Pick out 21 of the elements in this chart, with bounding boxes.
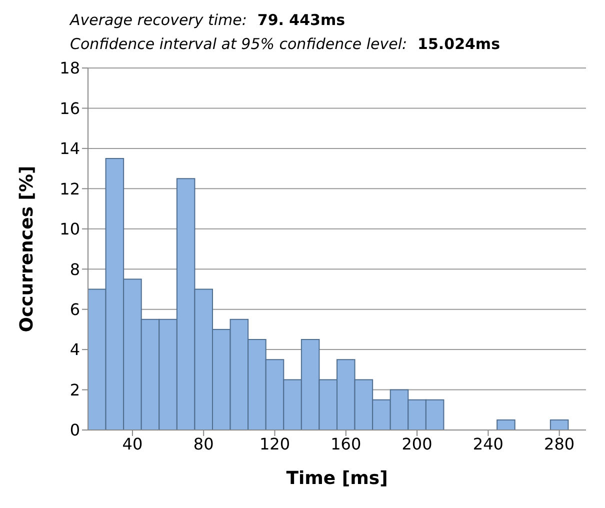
y-tick-label: 10 bbox=[60, 220, 80, 239]
y-tick-label: 0 bbox=[70, 420, 80, 440]
y-axis-title: Occurrences [%] bbox=[16, 166, 38, 332]
x-tick-label: 240 bbox=[472, 434, 504, 454]
x-tick-label: 160 bbox=[330, 434, 362, 454]
x-tick-label: 40 bbox=[122, 434, 143, 454]
x-tick-label: 200 bbox=[402, 434, 432, 454]
y-tick-label: 2 bbox=[70, 380, 80, 400]
y-tick-label: 16 bbox=[60, 98, 80, 118]
y-tick-label: 4 bbox=[70, 340, 80, 360]
x-tick-label: 280 bbox=[544, 434, 575, 454]
x-axis-title: Time [ms] bbox=[286, 468, 388, 489]
x-tick-label: 80 bbox=[193, 434, 214, 454]
chart-subtitle: Confidence interval at 95% confidence level: 15.024ms bbox=[70, 35, 500, 53]
y-tick-label: 12 bbox=[60, 179, 80, 198]
y-tick-label: 8 bbox=[70, 260, 80, 279]
x-tick-label: 120 bbox=[259, 434, 290, 454]
y-tick-label: 6 bbox=[70, 300, 80, 320]
y-tick-label: 14 bbox=[60, 139, 80, 158]
chart-title: Average recovery time: 79. 443ms bbox=[70, 11, 346, 29]
y-tick-label: 18 bbox=[60, 58, 80, 78]
